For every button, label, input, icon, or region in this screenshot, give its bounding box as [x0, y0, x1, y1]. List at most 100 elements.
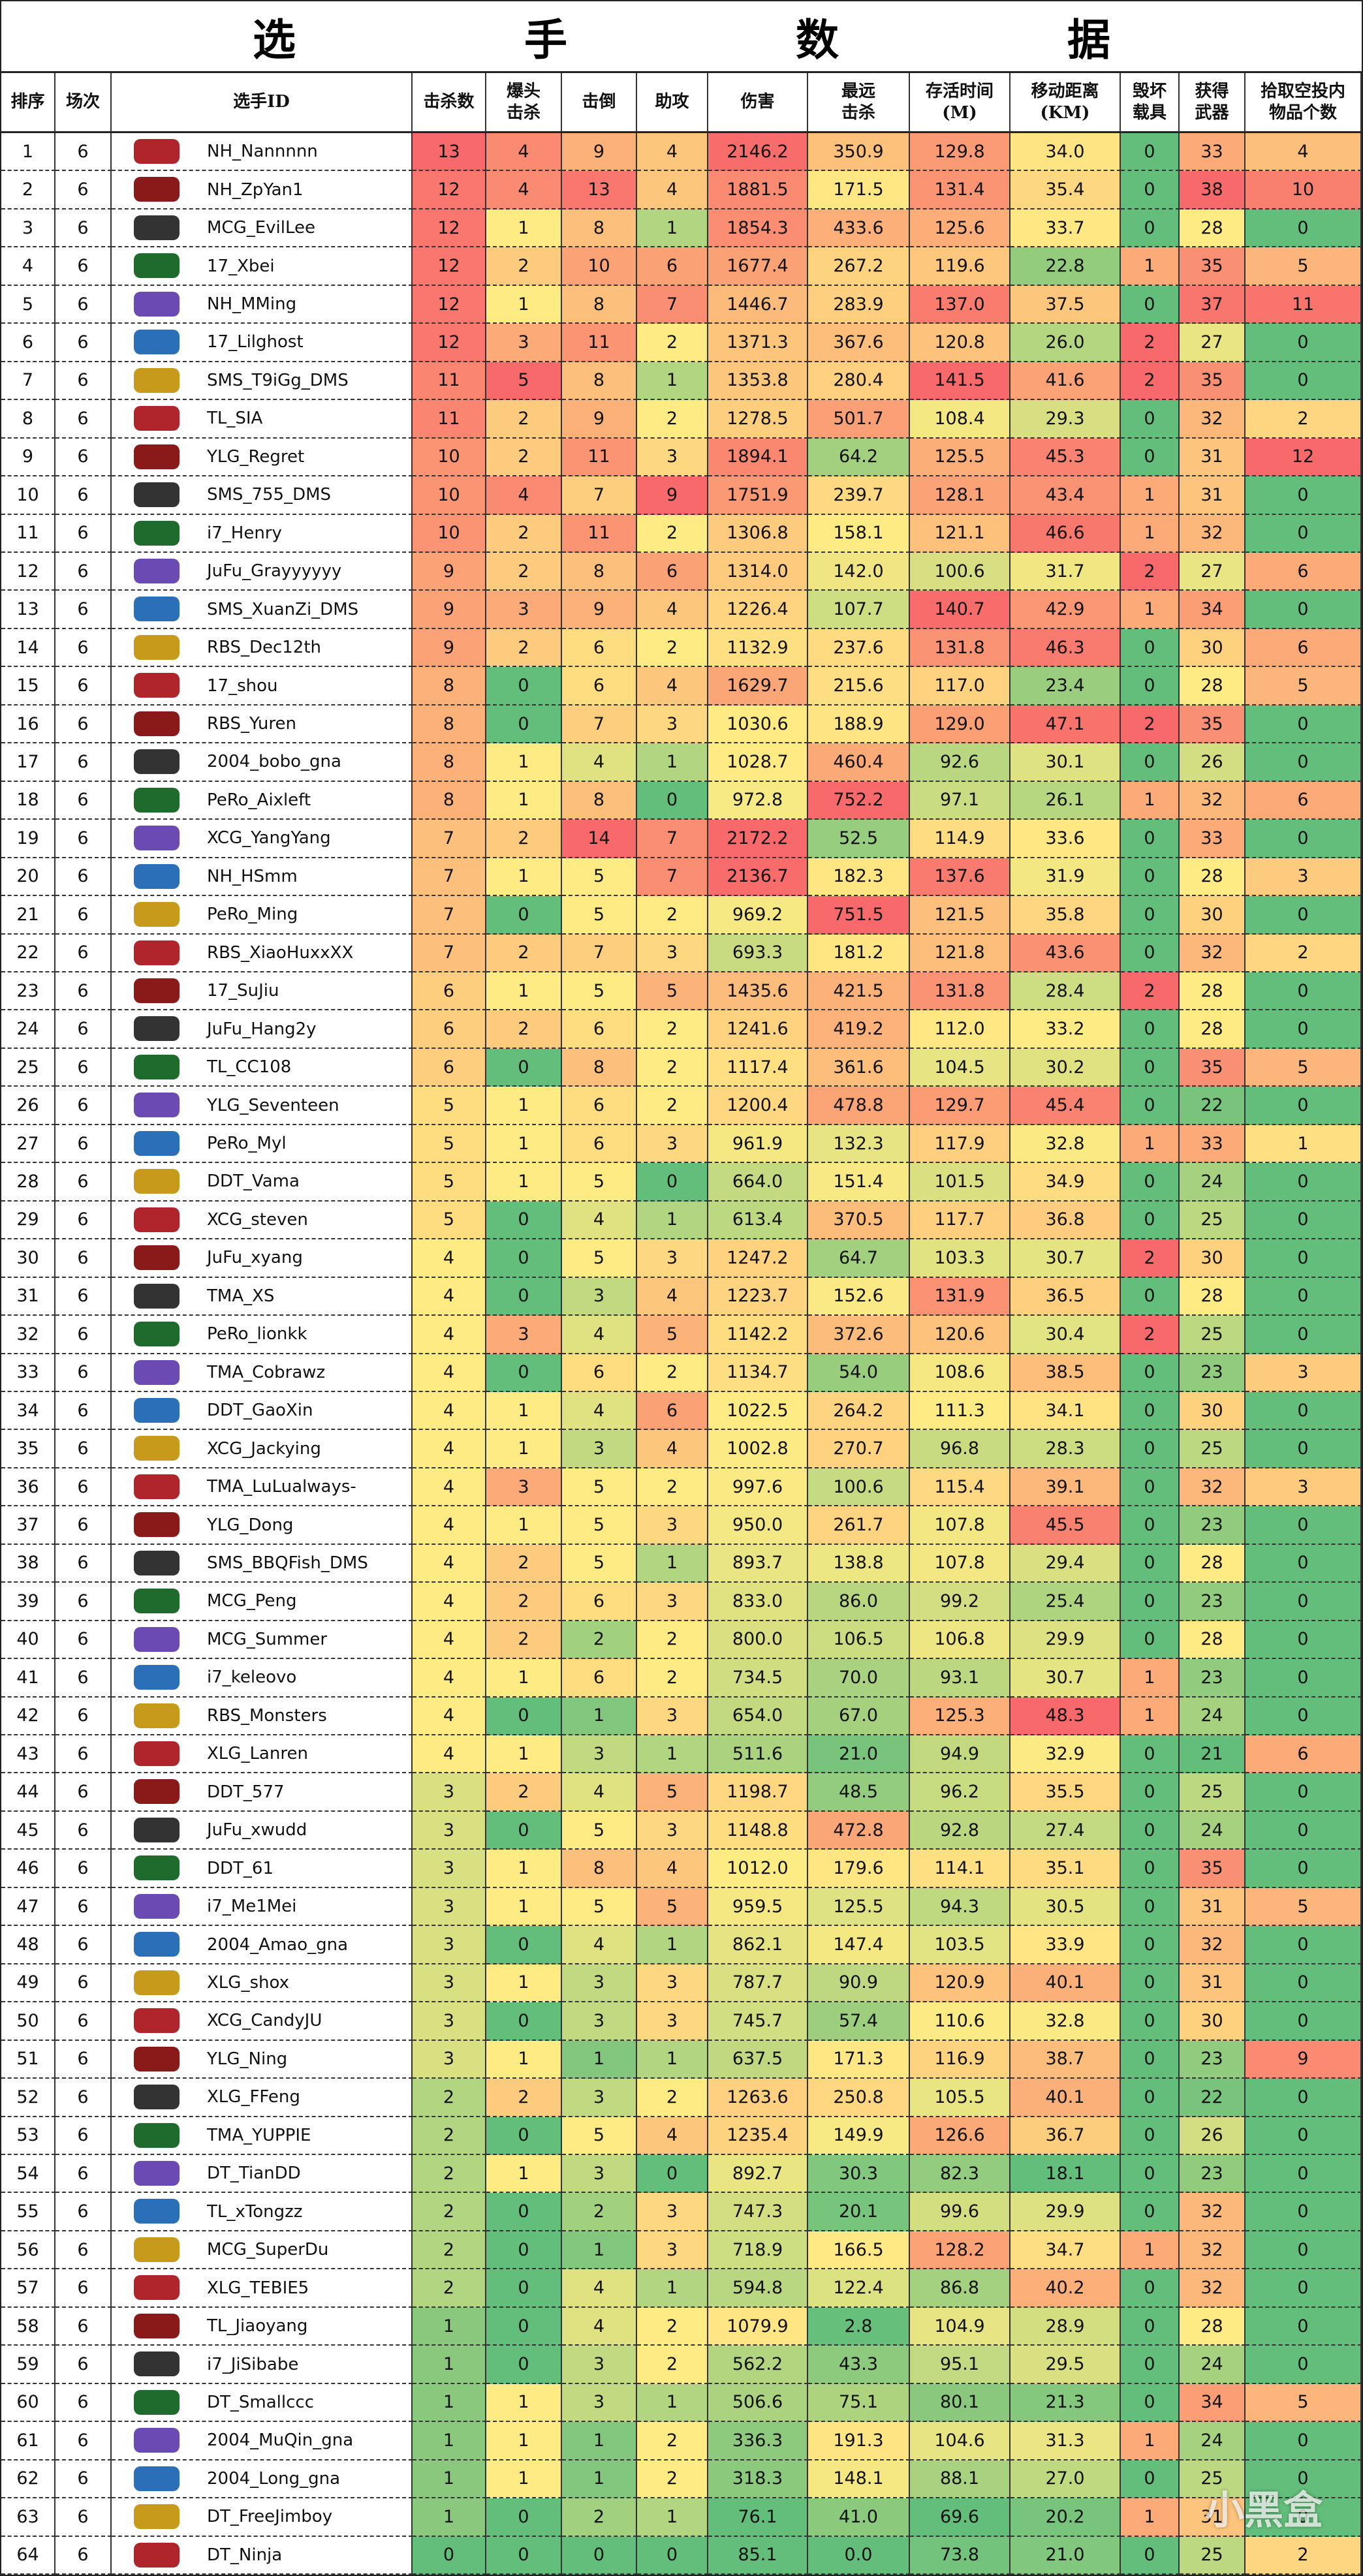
- cell: 6: [55, 705, 112, 744]
- cell: 6: [55, 324, 112, 362]
- player-cell: i7_Me1Mei: [112, 1887, 413, 1927]
- cell: 1: [637, 1926, 708, 1964]
- cell: 4: [562, 743, 637, 782]
- cell: 48.5: [808, 1773, 910, 1812]
- cell: 10: [562, 247, 637, 286]
- cell: 3: [413, 1964, 486, 2003]
- cell: 1142.2: [708, 1316, 808, 1354]
- player-name: MCG_EvilLee: [207, 218, 316, 238]
- cell: 142.0: [808, 552, 910, 591]
- cell: 4: [562, 1773, 637, 1812]
- cell: 140.7: [910, 591, 1010, 629]
- player-name: XCG_CandyJU: [207, 2011, 322, 2031]
- cell: 25: [1180, 1201, 1246, 1240]
- cell: 58: [1, 2307, 55, 2346]
- cell: 594.8: [708, 2269, 808, 2308]
- cell: 6: [55, 1850, 112, 1888]
- cell: 15: [1, 667, 55, 706]
- cell: 30: [1180, 2002, 1246, 2041]
- cell: 2: [637, 1659, 708, 1698]
- cell: 6: [562, 1659, 637, 1698]
- cell: 0: [1246, 1659, 1362, 1698]
- team-logo: [134, 2313, 180, 2338]
- cell: 21.0: [1010, 2536, 1121, 2575]
- cell: 0: [486, 1811, 562, 1850]
- player-cell: JuFu_xyang: [112, 1239, 413, 1278]
- cell: 179.6: [808, 1850, 910, 1888]
- cell: 0: [1246, 476, 1362, 515]
- cell: 8: [562, 552, 637, 591]
- cell: 25: [1, 1048, 55, 1087]
- cell: 8: [413, 705, 486, 744]
- team-logo: [134, 863, 180, 889]
- cell: 5: [562, 1163, 637, 1202]
- cell: 10: [1, 476, 55, 515]
- cell: 5: [413, 1163, 486, 1202]
- cell: 6: [55, 2383, 112, 2423]
- player-name: NH_HSmm: [207, 866, 298, 886]
- cell: 8: [562, 285, 637, 324]
- cell: 23: [1180, 1583, 1246, 1621]
- header-text: 载具: [1132, 102, 1167, 123]
- cell: 372.6: [808, 1316, 910, 1354]
- cell: 85.1: [708, 2536, 808, 2575]
- team-logo: [134, 1207, 180, 1232]
- cell: 2: [486, 438, 562, 477]
- cell: 2: [562, 2193, 637, 2231]
- cell: 6: [55, 1391, 112, 1431]
- cell: 88.1: [910, 2460, 1010, 2499]
- cell: 61: [1, 2422, 55, 2460]
- cell: 131.8: [910, 972, 1010, 1011]
- cell: 3: [637, 1697, 708, 1736]
- cell: 506.6: [708, 2383, 808, 2423]
- player-cell: JuFu_xwudd: [112, 1811, 413, 1850]
- cell: 0: [413, 2536, 486, 2575]
- cell: 0: [1246, 2155, 1362, 2194]
- cell: 1: [562, 2422, 637, 2460]
- cell: 30: [1180, 896, 1246, 935]
- cell: 237.6: [808, 628, 910, 668]
- cell: 1: [1121, 1125, 1180, 1164]
- player-cell: 17_Lilghost: [112, 324, 413, 362]
- cell: 12: [413, 285, 486, 324]
- cell: 28.9: [1010, 2307, 1121, 2346]
- cell: 1: [486, 1850, 562, 1888]
- player-name: TMA_Cobrawz: [207, 1362, 326, 1382]
- cell: 6: [55, 1621, 112, 1660]
- cell: 29.3: [1010, 400, 1121, 439]
- cell: 3: [637, 705, 708, 744]
- team-logo: [134, 978, 180, 1003]
- cell: 1: [637, 2383, 708, 2423]
- cell: 94.3: [910, 1887, 1010, 1927]
- header-cell: 伤害: [708, 73, 808, 133]
- cell: 26: [1180, 743, 1246, 782]
- player-cell: DDT_Vama: [112, 1163, 413, 1202]
- cell: 80.1: [910, 2383, 1010, 2423]
- cell: 0: [1121, 2002, 1180, 2041]
- player-name: i7_JiSibabe: [207, 2354, 299, 2374]
- cell: 35: [1180, 705, 1246, 744]
- cell: 4: [413, 1583, 486, 1621]
- cell: 0: [1246, 2002, 1362, 2041]
- cell: 0: [1246, 1201, 1362, 1240]
- cell: 29: [1, 1201, 55, 1240]
- cell: 0: [486, 1277, 562, 1316]
- cell: 104.9: [910, 2307, 1010, 2346]
- player-name: TMA_XS: [207, 1286, 275, 1306]
- cell: 6: [55, 1697, 112, 1736]
- cell: 833.0: [708, 1583, 808, 1621]
- cell: 0: [1121, 1468, 1180, 1507]
- cell: 24: [1180, 2346, 1246, 2384]
- cell: 0: [1246, 2193, 1362, 2231]
- cell: 9: [562, 591, 637, 629]
- team-logo: [134, 2008, 180, 2034]
- cell: 33: [1, 1354, 55, 1392]
- cell: 0: [1121, 133, 1180, 172]
- cell: 2: [637, 2079, 708, 2117]
- cell: 29.9: [1010, 1621, 1121, 1660]
- cell: 0: [1121, 820, 1180, 858]
- cell: 0: [1121, 1163, 1180, 1202]
- cell: 250.8: [808, 2079, 910, 2117]
- cell: 38.5: [1010, 1354, 1121, 1392]
- player-cell: PeRo_Aixleft: [112, 781, 413, 820]
